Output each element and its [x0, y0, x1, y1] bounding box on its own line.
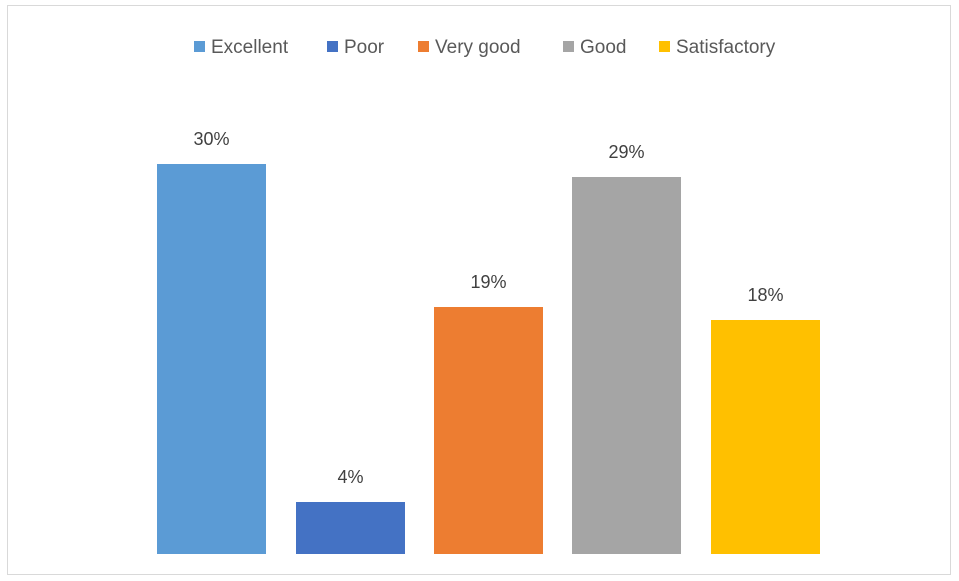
bar-good [572, 177, 681, 554]
legend-swatch-poor [327, 41, 338, 52]
legend-swatch-very-good [418, 41, 429, 52]
legend-swatch-excellent [194, 41, 205, 52]
data-label-very-good: 19% [470, 272, 506, 292]
bar-poor [296, 502, 405, 554]
data-label-excellent: 30% [193, 129, 229, 149]
legend-label-satisfactory: Satisfactory [676, 37, 776, 58]
data-label-good: 29% [608, 142, 644, 162]
legend-swatch-good [563, 41, 574, 52]
legend-label-good: Good [580, 37, 626, 58]
legend: Excellent Poor Very good Good Satisfactory [194, 37, 776, 58]
data-label-poor: 4% [337, 467, 363, 487]
bar-satisfactory [711, 320, 820, 554]
bar-very-good [434, 307, 543, 554]
data-labels: 30% 4% 19% 29% 18% [193, 129, 783, 487]
legend-label-very-good: Very good [435, 37, 521, 58]
bar-excellent [157, 164, 266, 554]
bars [157, 164, 820, 554]
data-label-satisfactory: 18% [747, 285, 783, 305]
legend-label-excellent: Excellent [211, 37, 289, 58]
legend-swatch-satisfactory [659, 41, 670, 52]
legend-label-poor: Poor [344, 37, 385, 58]
